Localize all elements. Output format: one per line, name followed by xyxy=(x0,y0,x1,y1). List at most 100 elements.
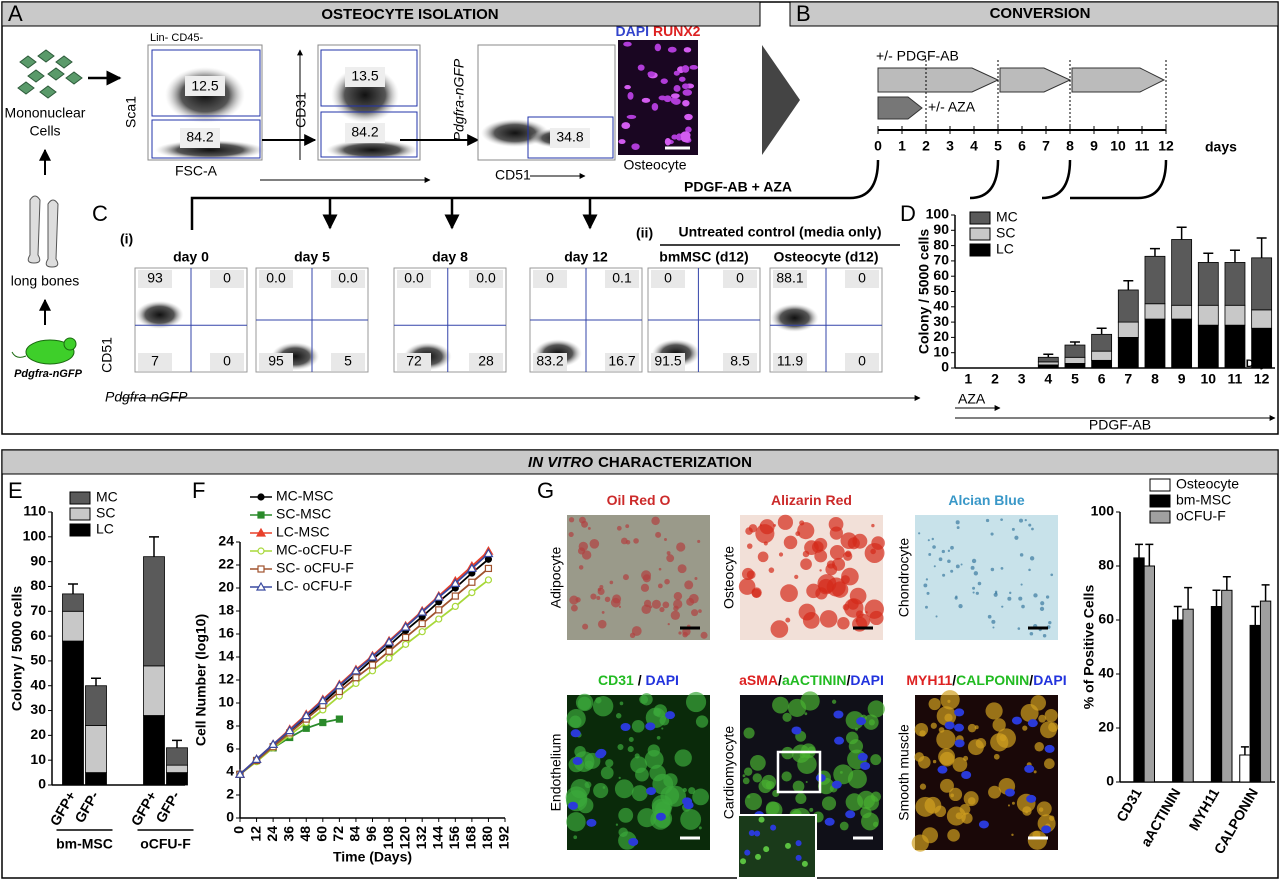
legend-swatch xyxy=(69,491,91,505)
texture xyxy=(628,737,634,743)
texture xyxy=(799,752,806,759)
quadrant-bg xyxy=(723,353,757,371)
bar-segment xyxy=(1091,333,1113,352)
bar-segment xyxy=(1091,359,1113,369)
texture xyxy=(655,531,662,538)
point xyxy=(301,710,312,720)
quadrant-value: 0 xyxy=(223,353,231,369)
nucleus xyxy=(689,65,698,70)
texture xyxy=(926,591,930,595)
quadrant-bg xyxy=(331,270,365,288)
texture xyxy=(1020,703,1039,722)
texture xyxy=(768,567,775,573)
quadrant-bg xyxy=(651,353,685,371)
texture xyxy=(568,531,574,538)
legend-marker xyxy=(257,547,265,555)
texture xyxy=(590,593,597,600)
texture xyxy=(985,702,1003,720)
gate-value: 13.5 xyxy=(351,68,378,84)
texture xyxy=(581,550,592,560)
point xyxy=(368,667,377,675)
texture xyxy=(742,777,750,785)
image-title: Alcian Blue xyxy=(948,492,1024,508)
y-tick-label: 10 xyxy=(30,751,46,767)
x-tick-label: 96 xyxy=(363,826,379,842)
texture xyxy=(947,559,951,564)
quadrant-bg xyxy=(331,353,365,371)
bar-segment xyxy=(85,725,107,773)
nucleus xyxy=(568,801,579,810)
texture xyxy=(991,619,996,624)
texture xyxy=(797,754,817,775)
x-tick-label: 132 xyxy=(413,826,429,850)
texture xyxy=(631,719,645,733)
bar xyxy=(1182,608,1194,783)
axis-label: CD31 xyxy=(293,92,309,128)
y-tick-label: 0 xyxy=(226,809,234,825)
bone-label: long bones xyxy=(11,273,80,289)
bar-segment xyxy=(1171,239,1193,306)
image-title: aSMA/aACTININ/DAPI xyxy=(739,672,884,688)
texture xyxy=(744,792,762,811)
texture xyxy=(570,604,578,612)
texture xyxy=(831,699,837,704)
texture xyxy=(955,564,960,569)
quadrant-bg xyxy=(605,353,639,371)
texture xyxy=(630,756,648,774)
y-axis-label: Colony / 5000 cells xyxy=(916,229,932,354)
point xyxy=(402,633,410,642)
y-tick-label: 100 xyxy=(1091,503,1115,519)
nucleus xyxy=(857,752,868,761)
texture xyxy=(930,722,937,729)
control-title: Untreated control (media only) xyxy=(678,224,881,240)
x-tick-label: 108 xyxy=(380,826,396,850)
texture xyxy=(840,532,858,550)
texture xyxy=(661,727,664,730)
bar-segment xyxy=(1064,356,1086,364)
bar-segment xyxy=(1224,304,1246,326)
quadrant-value: 7 xyxy=(151,353,159,369)
nucleus xyxy=(620,723,631,732)
texture xyxy=(676,542,686,552)
nucleus xyxy=(637,64,645,71)
texture xyxy=(936,706,957,726)
nucleus xyxy=(624,84,631,90)
title-part: DAPI xyxy=(850,672,883,688)
texture xyxy=(861,812,879,831)
x-tick-label: GFP+ xyxy=(127,788,159,828)
legend-swatch xyxy=(969,227,991,241)
texture xyxy=(928,553,932,556)
texture xyxy=(677,564,687,574)
nucleus xyxy=(645,722,656,731)
image-title: MYH11/CALPONIN/DAPI xyxy=(906,672,1066,688)
nucleus xyxy=(961,770,972,779)
section-title: CONVERSION xyxy=(990,5,1091,22)
texture xyxy=(1017,627,1021,630)
bar-segment xyxy=(1117,321,1139,338)
bar-segment xyxy=(85,685,107,726)
cell-label: Mononuclear xyxy=(5,105,86,121)
bar-segment xyxy=(1117,336,1139,369)
error-bar xyxy=(149,536,159,557)
texture xyxy=(988,785,1001,799)
nucleus xyxy=(824,817,835,826)
point xyxy=(466,563,477,573)
nucleus xyxy=(671,98,681,105)
image-title: Alizarin Red xyxy=(771,492,852,508)
texture xyxy=(1050,573,1054,577)
bar-segment xyxy=(1144,255,1166,305)
texture xyxy=(865,611,868,614)
texture xyxy=(805,780,808,784)
nucleus xyxy=(954,723,965,732)
x-tick-label: 11 xyxy=(1228,371,1243,387)
texture xyxy=(1039,606,1045,612)
bar xyxy=(1259,600,1272,783)
y-tick-label: 60 xyxy=(1098,611,1114,627)
x-tick-label: 84 xyxy=(347,826,363,842)
legend-marker xyxy=(257,493,265,501)
quadrant-value: 95 xyxy=(268,353,284,369)
treatment-arrow xyxy=(999,67,1072,93)
texture xyxy=(620,537,628,545)
texture xyxy=(985,518,990,523)
